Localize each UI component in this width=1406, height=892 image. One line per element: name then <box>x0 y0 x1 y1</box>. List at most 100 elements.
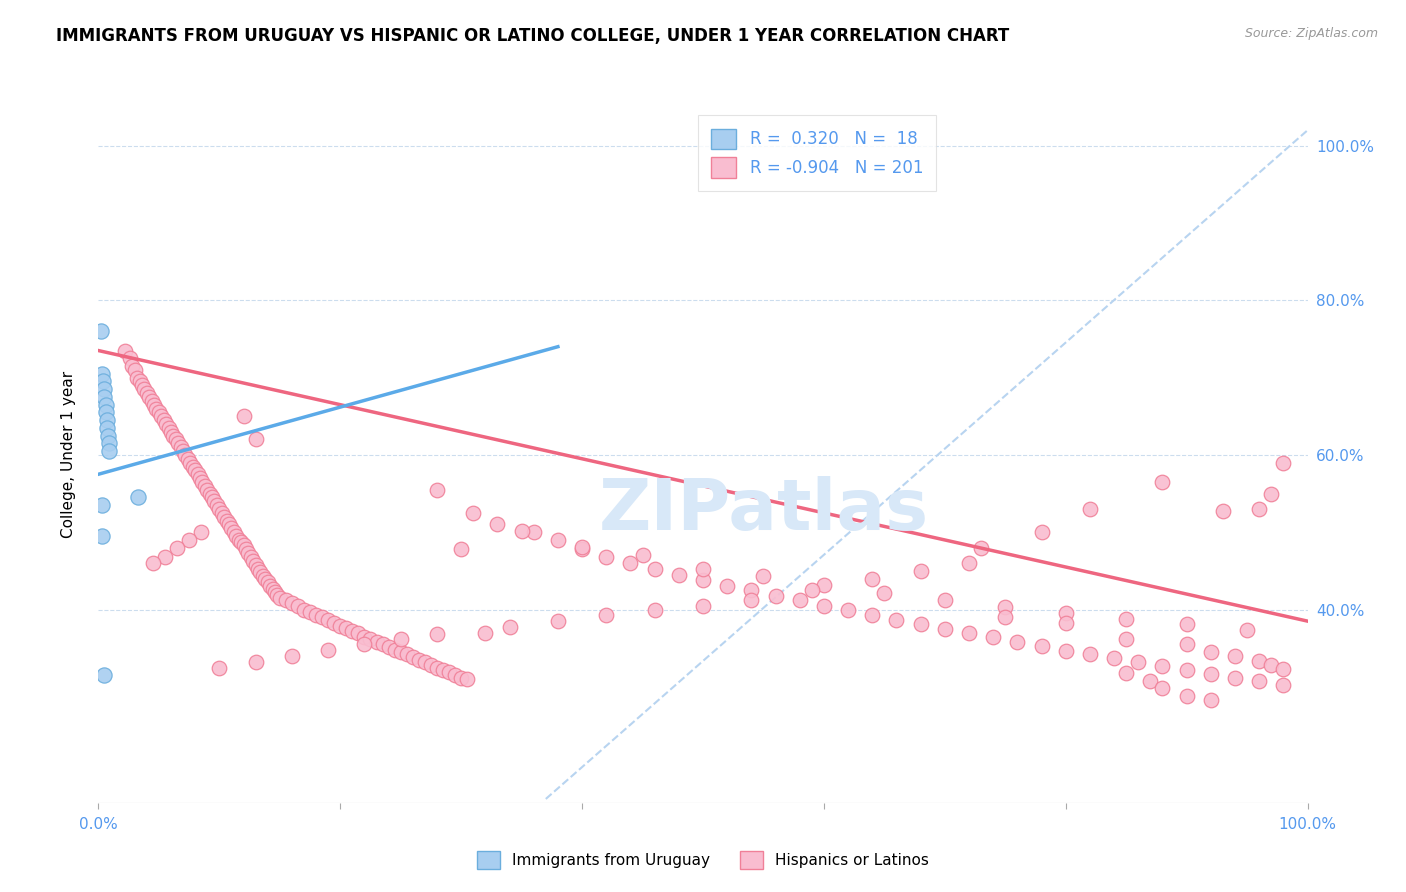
Point <box>194 479 217 493</box>
Point <box>191 475 214 489</box>
Point <box>619 556 641 570</box>
Point <box>138 390 160 404</box>
Point <box>247 561 270 575</box>
Point <box>96 421 118 435</box>
Point <box>222 525 245 540</box>
Point <box>114 343 136 358</box>
Point <box>135 386 157 401</box>
Point <box>1249 673 1271 688</box>
Text: IMMIGRANTS FROM URUGUAY VS HISPANIC OR LATINO COLLEGE, UNDER 1 YEAR CORRELATION : IMMIGRANTS FROM URUGUAY VS HISPANIC OR L… <box>56 27 1010 45</box>
Point <box>1152 475 1174 489</box>
Point <box>124 363 146 377</box>
Point <box>329 619 352 633</box>
Point <box>221 521 243 535</box>
Point <box>1152 659 1174 673</box>
Point <box>498 619 520 633</box>
Point <box>187 467 209 482</box>
Point <box>444 668 467 682</box>
Point <box>172 444 194 458</box>
Point <box>692 573 714 587</box>
Point <box>523 525 546 540</box>
Point <box>252 569 274 583</box>
Point <box>235 542 257 557</box>
Point <box>299 605 322 619</box>
Point <box>91 367 114 381</box>
Point <box>166 541 188 555</box>
Legend: Immigrants from Uruguay, Hispanics or Latinos: Immigrants from Uruguay, Hispanics or La… <box>471 845 935 875</box>
Point <box>402 650 425 665</box>
Point <box>93 382 115 396</box>
Point <box>262 582 284 596</box>
Text: Source: ZipAtlas.com: Source: ZipAtlas.com <box>1244 27 1378 40</box>
Point <box>205 498 228 512</box>
Point <box>165 433 187 447</box>
Point <box>910 617 932 632</box>
Point <box>1249 502 1271 516</box>
Point <box>274 593 297 607</box>
Point <box>134 815 156 830</box>
Point <box>1249 654 1271 668</box>
Point <box>668 567 690 582</box>
Point <box>141 393 163 408</box>
Point <box>157 421 180 435</box>
Point <box>1260 658 1282 673</box>
Point <box>238 546 260 560</box>
Point <box>1115 665 1137 680</box>
Point <box>1078 502 1101 516</box>
Point <box>644 602 666 616</box>
Point <box>353 637 375 651</box>
Point <box>486 517 509 532</box>
Point <box>1199 666 1222 681</box>
Point <box>1054 616 1077 631</box>
Point <box>311 610 333 624</box>
Point <box>316 642 339 657</box>
Point <box>450 671 472 685</box>
Point <box>134 382 156 396</box>
Point <box>571 542 593 557</box>
Point <box>94 405 117 419</box>
Point <box>212 509 235 524</box>
Point <box>353 630 375 644</box>
Point <box>740 583 762 598</box>
Point <box>692 561 714 575</box>
Point <box>1260 486 1282 500</box>
Point <box>305 607 328 622</box>
Point <box>142 556 165 570</box>
Point <box>426 483 449 497</box>
Point <box>181 459 204 474</box>
Point <box>994 610 1017 624</box>
Point <box>150 409 173 424</box>
Point <box>98 436 121 450</box>
Point <box>910 564 932 578</box>
Point <box>162 428 184 442</box>
Point <box>456 672 478 686</box>
Point <box>1272 456 1295 470</box>
Point <box>195 483 218 497</box>
Point <box>316 613 339 627</box>
Point <box>335 621 357 635</box>
Point <box>371 637 394 651</box>
Point <box>389 632 412 646</box>
Point <box>342 624 364 639</box>
Point <box>1054 607 1077 621</box>
Point <box>994 600 1017 615</box>
Point <box>765 589 787 603</box>
Point <box>287 599 309 614</box>
Point <box>90 822 112 837</box>
Point <box>1236 623 1258 637</box>
Point <box>190 525 212 540</box>
Point <box>281 648 304 663</box>
Legend: R =  0.320   N =  18, R = -0.904   N = 201: R = 0.320 N = 18, R = -0.904 N = 201 <box>697 115 936 191</box>
Point <box>408 653 430 667</box>
Point <box>91 529 114 543</box>
Point <box>860 607 883 622</box>
Point <box>1078 648 1101 662</box>
Point <box>198 486 221 500</box>
Point <box>91 375 114 389</box>
Point <box>970 541 993 555</box>
Point <box>245 433 267 447</box>
Point <box>160 425 183 439</box>
Point <box>420 658 443 673</box>
Point <box>934 622 956 636</box>
Point <box>266 588 288 602</box>
